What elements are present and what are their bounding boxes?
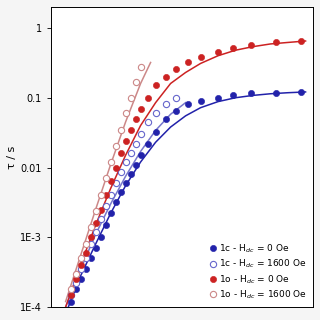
1o - H$_{dc}$ = 0 Oe bbox=[274, 41, 277, 44]
1c - H$_{dc}$ = 1600 Oe bbox=[154, 111, 157, 115]
1o - H$_{dc}$ = 0 Oe bbox=[94, 221, 98, 225]
1c - H$_{dc}$ = 1600 Oe bbox=[119, 171, 123, 174]
1c - H$_{dc}$ = 1600 Oe bbox=[124, 160, 128, 164]
1c - H$_{dc}$ = 0 Oe bbox=[69, 300, 73, 303]
1c - H$_{dc}$ = 0 Oe bbox=[84, 267, 88, 271]
1c - H$_{dc}$ = 0 Oe bbox=[104, 223, 108, 227]
1o - H$_{dc}$ = 1600 Oe bbox=[69, 287, 73, 291]
1c - H$_{dc}$ = 0 Oe bbox=[79, 277, 83, 281]
1c - H$_{dc}$ = 1600 Oe bbox=[69, 293, 73, 297]
1c - H$_{dc}$ = 0 Oe bbox=[124, 181, 128, 185]
Line: 1c - H$_{dc}$ = 1600 Oe: 1c - H$_{dc}$ = 1600 Oe bbox=[68, 95, 179, 298]
1o - H$_{dc}$ = 0 Oe bbox=[74, 277, 77, 281]
1c - H$_{dc}$ = 0 Oe bbox=[216, 96, 220, 100]
Y-axis label: τ / s: τ / s bbox=[7, 145, 17, 169]
1o - H$_{dc}$ = 0 Oe bbox=[119, 151, 123, 155]
1o - H$_{dc}$ = 1600 Oe bbox=[129, 96, 132, 100]
1c - H$_{dc}$ = 1600 Oe bbox=[104, 204, 108, 208]
1o - H$_{dc}$ = 0 Oe bbox=[231, 46, 235, 50]
1c - H$_{dc}$ = 1600 Oe bbox=[74, 281, 77, 285]
1o - H$_{dc}$ = 0 Oe bbox=[216, 50, 220, 54]
1c - H$_{dc}$ = 0 Oe bbox=[146, 142, 150, 146]
1o - H$_{dc}$ = 1600 Oe bbox=[139, 65, 142, 68]
Line: 1o - H$_{dc}$ = 1600 Oe: 1o - H$_{dc}$ = 1600 Oe bbox=[68, 63, 144, 292]
1o - H$_{dc}$ = 1600 Oe bbox=[79, 256, 83, 260]
1c - H$_{dc}$ = 0 Oe bbox=[94, 246, 98, 250]
1c - H$_{dc}$ = 0 Oe bbox=[139, 153, 142, 157]
1c - H$_{dc}$ = 0 Oe bbox=[134, 163, 138, 166]
1c - H$_{dc}$ = 1600 Oe bbox=[129, 151, 132, 155]
1o - H$_{dc}$ = 0 Oe bbox=[129, 128, 132, 132]
1c - H$_{dc}$ = 0 Oe bbox=[299, 90, 302, 94]
1c - H$_{dc}$ = 0 Oe bbox=[199, 99, 203, 103]
1c - H$_{dc}$ = 0 Oe bbox=[114, 200, 117, 204]
1c - H$_{dc}$ = 0 Oe bbox=[89, 256, 92, 260]
1c - H$_{dc}$ = 0 Oe bbox=[109, 212, 113, 215]
1o - H$_{dc}$ = 0 Oe bbox=[104, 193, 108, 197]
1c - H$_{dc}$ = 1600 Oe bbox=[164, 103, 167, 107]
1c - H$_{dc}$ = 0 Oe bbox=[186, 103, 190, 107]
1o - H$_{dc}$ = 1600 Oe bbox=[99, 193, 102, 197]
1o - H$_{dc}$ = 0 Oe bbox=[134, 117, 138, 121]
Line: 1c - H$_{dc}$ = 0 Oe: 1c - H$_{dc}$ = 0 Oe bbox=[68, 89, 304, 305]
1o - H$_{dc}$ = 1600 Oe bbox=[104, 176, 108, 180]
1c - H$_{dc}$ = 0 Oe bbox=[129, 172, 132, 176]
1c - H$_{dc}$ = 1600 Oe bbox=[109, 193, 113, 197]
1o - H$_{dc}$ = 0 Oe bbox=[139, 107, 142, 110]
1c - H$_{dc}$ = 1600 Oe bbox=[89, 242, 92, 246]
1c - H$_{dc}$ = 1600 Oe bbox=[146, 120, 150, 124]
1c - H$_{dc}$ = 0 Oe bbox=[249, 92, 252, 95]
1c - H$_{dc}$ = 1600 Oe bbox=[114, 181, 117, 185]
1o - H$_{dc}$ = 1600 Oe bbox=[84, 242, 88, 246]
1o - H$_{dc}$ = 0 Oe bbox=[99, 208, 102, 212]
1o - H$_{dc}$ = 1600 Oe bbox=[124, 111, 128, 115]
1o - H$_{dc}$ = 0 Oe bbox=[199, 55, 203, 59]
1o - H$_{dc}$ = 0 Oe bbox=[186, 60, 190, 64]
Legend: 1c - H$_{dc}$ = 0 Oe, 1c - H$_{dc}$ = 1600 Oe, 1o - H$_{dc}$ = 0 Oe, 1o - H$_{dc: 1c - H$_{dc}$ = 0 Oe, 1c - H$_{dc}$ = 16… bbox=[209, 241, 308, 302]
1o - H$_{dc}$ = 0 Oe bbox=[89, 235, 92, 239]
1c - H$_{dc}$ = 0 Oe bbox=[154, 130, 157, 134]
1c - H$_{dc}$ = 1600 Oe bbox=[79, 267, 83, 271]
1o - H$_{dc}$ = 1600 Oe bbox=[94, 209, 98, 213]
1c - H$_{dc}$ = 1600 Oe bbox=[139, 132, 142, 136]
1c - H$_{dc}$ = 0 Oe bbox=[119, 190, 123, 194]
1c - H$_{dc}$ = 0 Oe bbox=[99, 235, 102, 239]
1o - H$_{dc}$ = 0 Oe bbox=[146, 96, 150, 100]
1o - H$_{dc}$ = 0 Oe bbox=[249, 43, 252, 47]
1o - H$_{dc}$ = 0 Oe bbox=[124, 139, 128, 143]
1o - H$_{dc}$ = 1600 Oe bbox=[109, 160, 113, 164]
1c - H$_{dc}$ = 0 Oe bbox=[174, 109, 178, 113]
1o - H$_{dc}$ = 0 Oe bbox=[154, 84, 157, 87]
1o - H$_{dc}$ = 1600 Oe bbox=[119, 128, 123, 132]
1c - H$_{dc}$ = 0 Oe bbox=[231, 93, 235, 97]
1c - H$_{dc}$ = 1600 Oe bbox=[134, 142, 138, 146]
1o - H$_{dc}$ = 0 Oe bbox=[69, 293, 73, 297]
1c - H$_{dc}$ = 1600 Oe bbox=[174, 96, 178, 100]
Line: 1o - H$_{dc}$ = 0 Oe: 1o - H$_{dc}$ = 0 Oe bbox=[68, 38, 304, 298]
1c - H$_{dc}$ = 1600 Oe bbox=[94, 230, 98, 234]
1o - H$_{dc}$ = 0 Oe bbox=[174, 67, 178, 71]
1o - H$_{dc}$ = 0 Oe bbox=[109, 179, 113, 182]
1o - H$_{dc}$ = 0 Oe bbox=[114, 165, 117, 169]
1o - H$_{dc}$ = 1600 Oe bbox=[134, 80, 138, 84]
1c - H$_{dc}$ = 0 Oe bbox=[164, 117, 167, 121]
1o - H$_{dc}$ = 1600 Oe bbox=[114, 145, 117, 148]
1o - H$_{dc}$ = 0 Oe bbox=[84, 251, 88, 255]
1c - H$_{dc}$ = 0 Oe bbox=[274, 91, 277, 95]
1o - H$_{dc}$ = 1600 Oe bbox=[89, 225, 92, 229]
1c - H$_{dc}$ = 1600 Oe bbox=[84, 256, 88, 260]
1c - H$_{dc}$ = 0 Oe bbox=[74, 287, 77, 291]
1o - H$_{dc}$ = 0 Oe bbox=[79, 263, 83, 267]
1o - H$_{dc}$ = 0 Oe bbox=[299, 39, 302, 43]
1o - H$_{dc}$ = 1600 Oe bbox=[74, 272, 77, 276]
1c - H$_{dc}$ = 1600 Oe bbox=[99, 218, 102, 221]
1o - H$_{dc}$ = 0 Oe bbox=[164, 75, 167, 79]
